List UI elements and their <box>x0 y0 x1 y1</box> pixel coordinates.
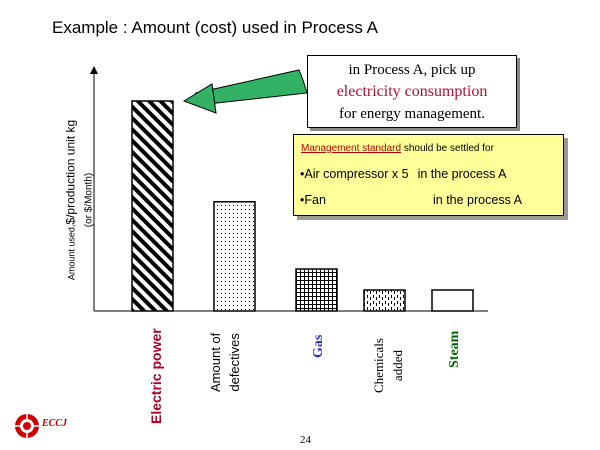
category-label-amount-of-defectives: Amount of defectives <box>206 333 244 392</box>
electricity-callout: in Process A, pick up electricity consum… <box>307 55 517 128</box>
callout-line-3: for energy management. <box>339 106 485 122</box>
category-label-line: added <box>390 350 405 382</box>
y-axis-label-sub: (or $/Month) <box>83 172 95 228</box>
category-label-line: Electric power <box>148 328 164 424</box>
category-label-gas: Gas <box>309 335 329 358</box>
note-item-air-compressor: •Air compressor x 5 in the process A <box>300 167 507 181</box>
page-number: 24 <box>300 434 311 446</box>
category-label-line: Chemicals <box>371 338 386 393</box>
note-item-label: •Fan <box>300 193 326 207</box>
note-heading-rest: should be settled for <box>401 143 494 154</box>
category-label-chemicals-added: Chemicals added <box>369 338 407 393</box>
note-heading: Management standard should be settled fo… <box>301 143 494 154</box>
note-heading-underlined: Management standard <box>301 143 402 154</box>
category-label-electric-power: Electric power <box>146 328 166 424</box>
category-label-line: defectives <box>227 333 242 392</box>
note-item-label: •Air compressor x 5 <box>300 167 409 181</box>
green-arrow <box>182 69 308 114</box>
y-axis-label: Amount used,$/production unit kg (or $/M… <box>63 120 98 280</box>
management-standard-note: Management standard should be settled fo… <box>293 134 564 216</box>
slide-title: Example : Amount (cost) used in Process … <box>52 18 378 37</box>
bar-amount-of-defectives <box>213 201 256 312</box>
note-item-text: in the process A <box>433 193 522 207</box>
y-axis-label-main: $/production unit kg <box>63 119 78 225</box>
category-label-line: Steam <box>447 330 462 368</box>
eccj-logo-icon <box>15 414 39 438</box>
category-label-steam: Steam <box>445 331 465 368</box>
green-arrow-head <box>182 83 217 114</box>
category-label-line: Gas <box>311 334 326 358</box>
callout-line-2: electricity consumption <box>336 83 488 100</box>
category-label-line: Amount of <box>208 332 223 392</box>
bar-chemicals-added <box>363 289 406 312</box>
logo-text: ECCJ <box>42 418 68 429</box>
bar-steam <box>431 289 474 312</box>
note-item-fan: •Fan in the process A <box>300 193 545 207</box>
bar-gas <box>295 268 338 312</box>
y-axis-label-small: Amount used, <box>66 224 77 281</box>
note-item-text: in the process A <box>417 167 507 181</box>
callout-line-1: in Process A, pick up <box>348 62 476 78</box>
bar-electric-power <box>131 100 174 312</box>
